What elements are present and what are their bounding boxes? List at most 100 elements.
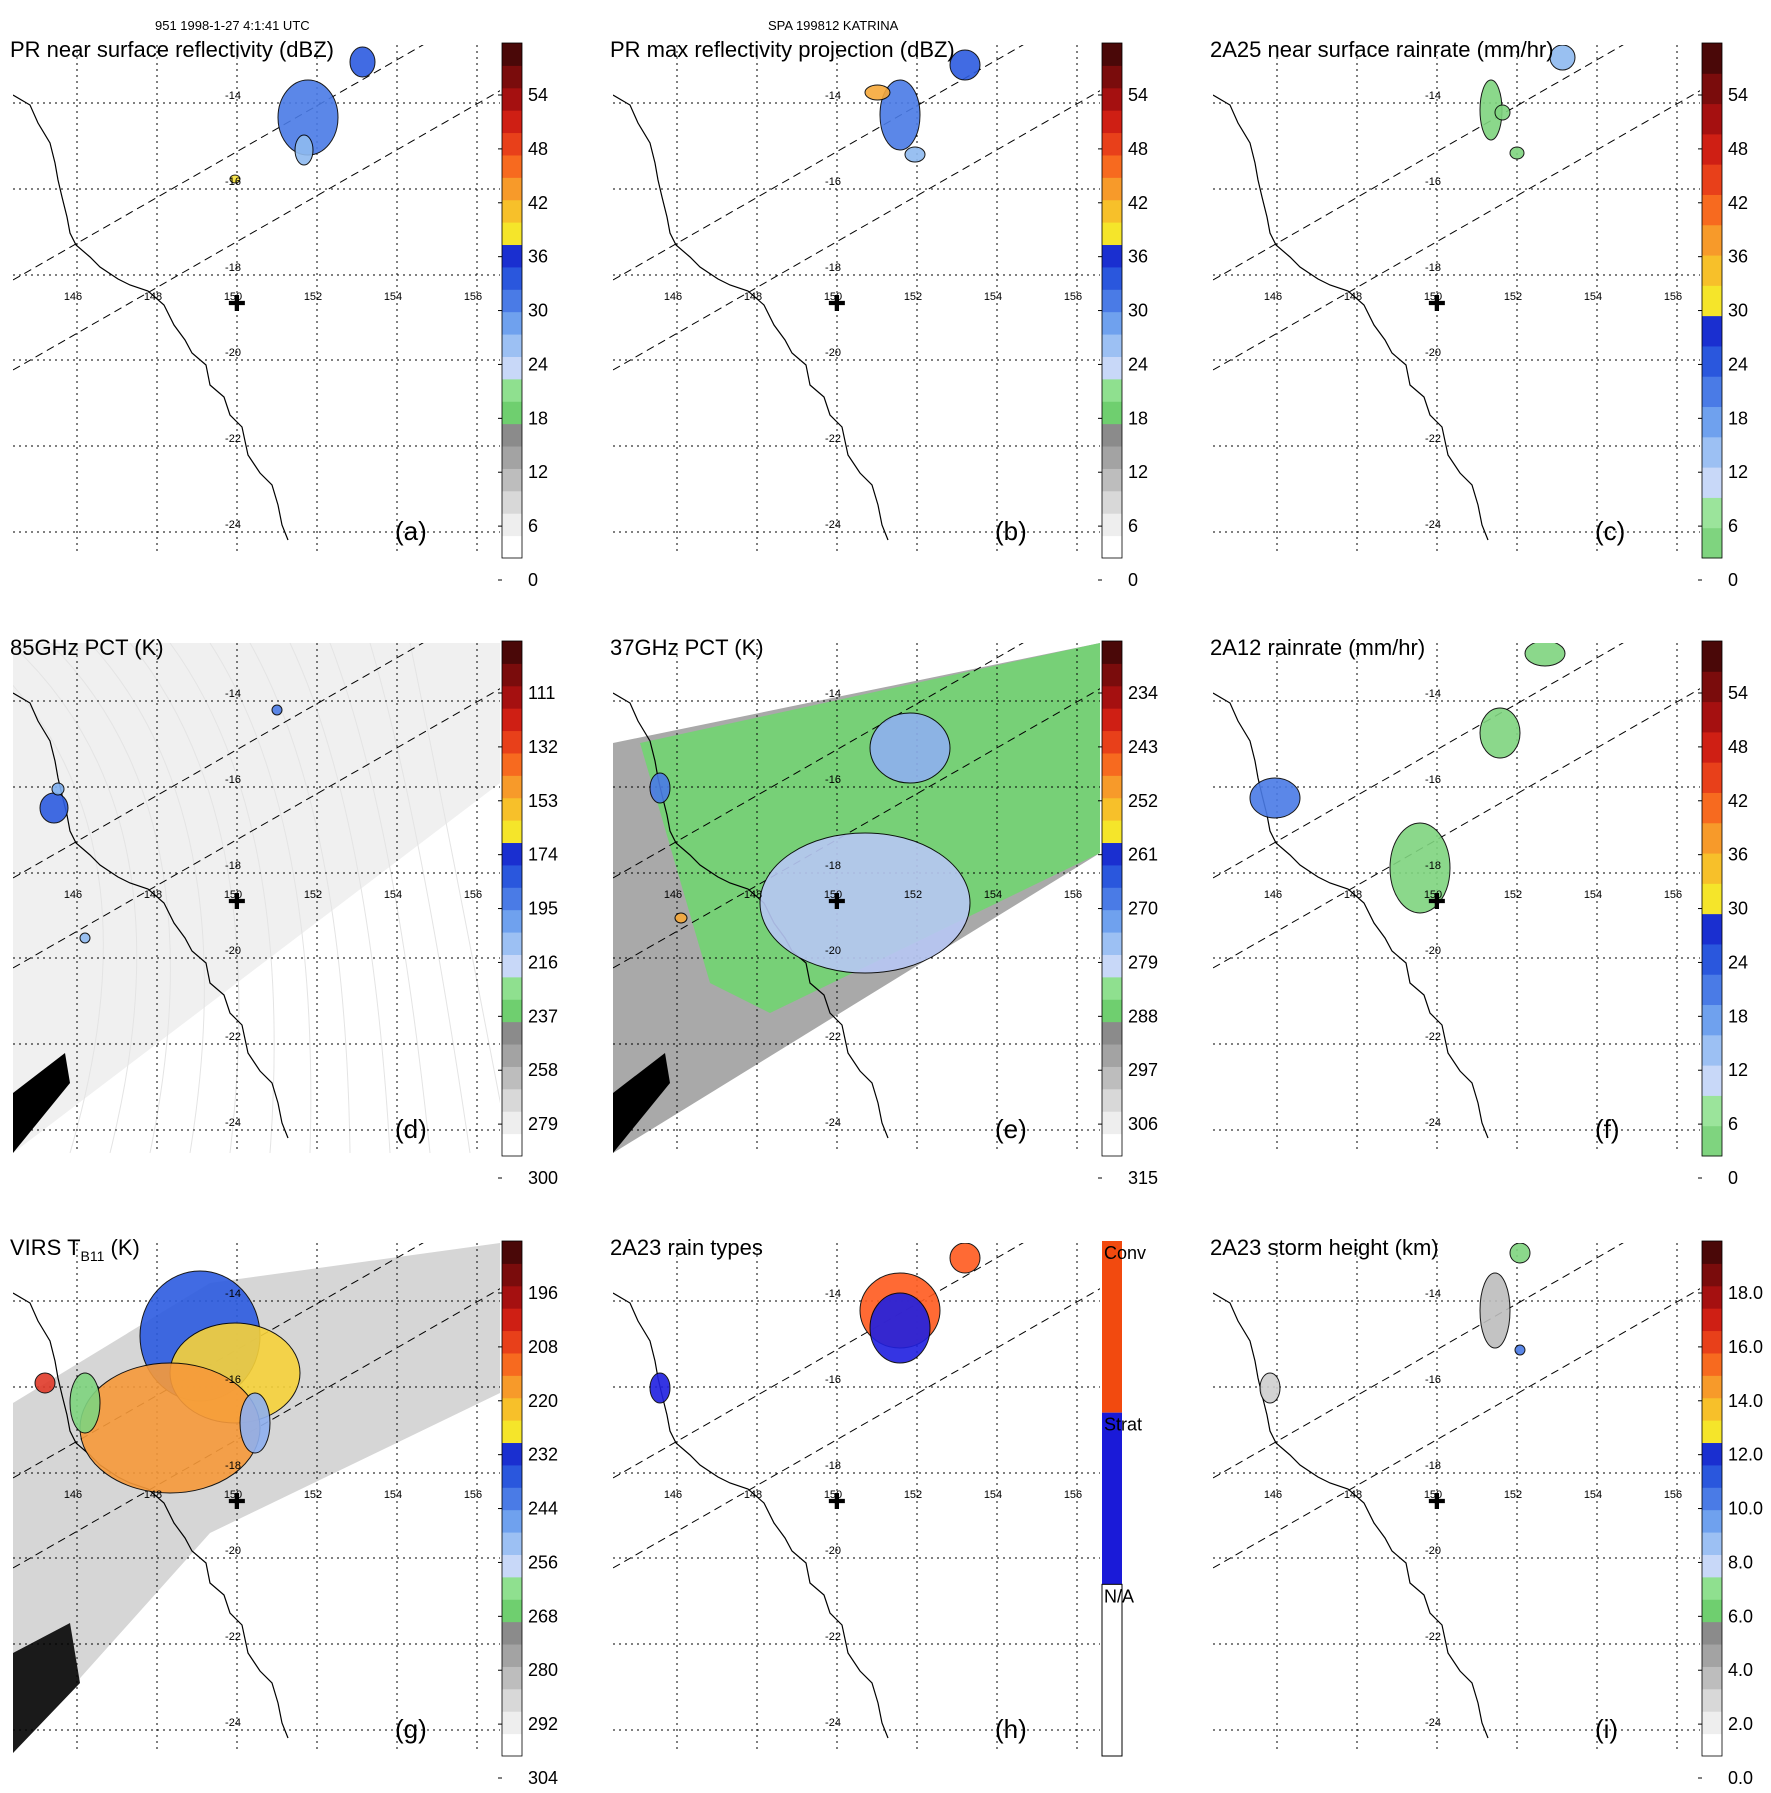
scan-arc: [289, 643, 391, 1153]
lon-tick-label: 146: [64, 1489, 82, 1501]
lat-tick-label: -18: [825, 1460, 841, 1472]
colorbar-swatch: [502, 864, 522, 888]
colorbar-tick-label: 54: [1728, 85, 1748, 105]
swath-edge-north: [1213, 45, 1624, 281]
colorbar-swatch: [502, 1576, 522, 1600]
lat-tick-label: -14: [225, 90, 241, 102]
colorbar-tick-label: 232: [528, 1445, 558, 1465]
colorbar-swatch: [502, 334, 522, 357]
colorbar-swatch: [1102, 641, 1122, 664]
storm-center-marker: ✚: [1428, 291, 1446, 316]
lat-tick-label: -16: [225, 1374, 241, 1386]
colorbar-tick-label: 234: [1128, 683, 1158, 703]
colorbar-swatch: [1102, 1021, 1122, 1045]
blob-rain-cell: [349, 46, 376, 78]
lat-tick-label: -16: [825, 774, 841, 786]
lat-tick-label: -20: [225, 1545, 241, 1557]
lat-tick-label: -22: [225, 1031, 241, 1043]
panel-svg-h: ✚ 146 148 150 152 154 156 -14 -16 -18 -20 -22 -24 2A2…: [610, 1235, 1146, 1757]
colorbar-swatch: [502, 1420, 522, 1444]
panel-svg-b: ✚ 146 148 150 152 154 156 -14 -16 -18 -20 -22 -24 PR …: [610, 37, 1148, 590]
colorbar-tick-label: 0: [1728, 570, 1738, 590]
colorbar-tick-label: 6: [1728, 516, 1738, 536]
lat-tick-label: -20: [1425, 1545, 1441, 1557]
grid: [13, 1243, 500, 1753]
lat-tick-label: -22: [825, 1631, 841, 1643]
colorbar-tick-label: 6: [528, 516, 538, 536]
colorbar-tick-label: 18: [1128, 408, 1148, 428]
colorbar-swatch: [502, 1666, 522, 1690]
swath-edge-north: [613, 45, 1024, 281]
lon-tick-label: 148: [744, 291, 762, 303]
colorbar-frame: [501, 1240, 523, 1757]
colorbar-swatch: [502, 266, 522, 290]
lat-tick-label: -20: [225, 945, 241, 957]
grid: [613, 45, 1100, 555]
grid: [613, 1243, 1100, 1753]
colorbar-swatch: [502, 43, 522, 66]
colorbar-tick-label: N/A: [1104, 1586, 1134, 1606]
colorbar-swatch: [1102, 775, 1122, 799]
land-dark: [13, 1053, 70, 1153]
colorbar-tick-label: 54: [528, 85, 548, 105]
swath-edge-south: [1213, 90, 1700, 371]
lon-tick-label: 148: [144, 889, 162, 901]
colorbar-swatch: [502, 1599, 522, 1623]
blob-stratiform: [649, 1372, 671, 1404]
colorbar-swatch: [502, 1241, 522, 1264]
blob-echo: [1479, 1272, 1511, 1349]
colorbar-swatch: [1702, 1397, 1722, 1421]
lon-tick-label: 146: [1264, 291, 1282, 303]
coastline: [1213, 1292, 1489, 1739]
blob-cloud: [34, 1372, 56, 1394]
lon-tick-label: 146: [1264, 889, 1282, 901]
colorbar-tick-label: 280: [528, 1660, 558, 1680]
colorbar-swatch: [1702, 671, 1722, 703]
colorbar-swatch: [502, 468, 522, 492]
swath-edge-south: [13, 90, 500, 371]
scan-arc: [49, 643, 171, 1153]
lat-tick-label: -16: [825, 1374, 841, 1386]
panel-svg-e: ✚ 146 148 150 152 154 156 -14 -16 -18 -20 -22 -24 37G…: [610, 635, 1158, 1188]
lon-tick-label: 154: [384, 291, 402, 303]
panel-g: ✚ 146 148 150 152 154 156 -14 -16 -18 -20 -22 -24 VIR…: [10, 1233, 570, 1793]
colorbar-tick-label: 315: [1128, 1168, 1158, 1188]
lat-tick-label: -22: [1425, 1031, 1441, 1043]
scan-arc: [13, 684, 104, 1153]
storm-center-marker: ✚: [1428, 889, 1446, 914]
colorbar-swatch: [1702, 1711, 1722, 1735]
colorbar-swatch: [1702, 376, 1722, 408]
panel-label: (b): [995, 516, 1027, 546]
lat-tick-label: -18: [225, 262, 241, 274]
colorbar-swatch: [502, 1375, 522, 1399]
colorbar-swatch: [1102, 177, 1122, 201]
colorbar-swatch: [1102, 1111, 1122, 1135]
colorbar-swatch: [502, 490, 522, 514]
lon-tick-label: 152: [904, 1489, 922, 1501]
swath-fill: [13, 643, 500, 1153]
scan-arc: [209, 643, 312, 1153]
colorbar-tick-label: 18: [1728, 408, 1748, 428]
colorbar-swatch: [1702, 164, 1722, 195]
blob-convective: [949, 1243, 981, 1274]
colorbar-swatch: [1102, 266, 1122, 290]
colorbar-swatch: [1702, 974, 1722, 1006]
colorbar-swatch: [1702, 1034, 1722, 1066]
lat-tick-label: -24: [1425, 1717, 1441, 1729]
panel-svg-c: ✚ 146 148 150 152 154 156 -14 -16 -18 -20 -22 -24 2A2…: [1210, 37, 1748, 590]
colorbar-swatch: [1102, 513, 1122, 537]
coastline: [613, 94, 889, 541]
blob-cold-spot: [39, 792, 69, 824]
panel-svg-f: ✚ 146 148 150 152 154 156 -14 -16 -18 -20 -22 -24 2A1…: [1210, 635, 1748, 1188]
colorbar-tick-label: 16.0: [1728, 1337, 1763, 1357]
colorbar-frame: [501, 42, 523, 559]
colorbar-tick-label: 54: [1728, 683, 1748, 703]
colorbar-swatch: [502, 1044, 522, 1067]
colorbar-swatch: [1702, 406, 1722, 438]
colorbar: 234 243 252 261 270 279 288 297 306 315: [1098, 640, 1158, 1188]
colorbar-swatch: [1702, 73, 1722, 105]
lon-tick-label: 152: [304, 1489, 322, 1501]
lon-tick-label: 152: [904, 889, 922, 901]
colorbar-swatch: [1702, 467, 1722, 498]
blob-cloud: [239, 1392, 271, 1454]
